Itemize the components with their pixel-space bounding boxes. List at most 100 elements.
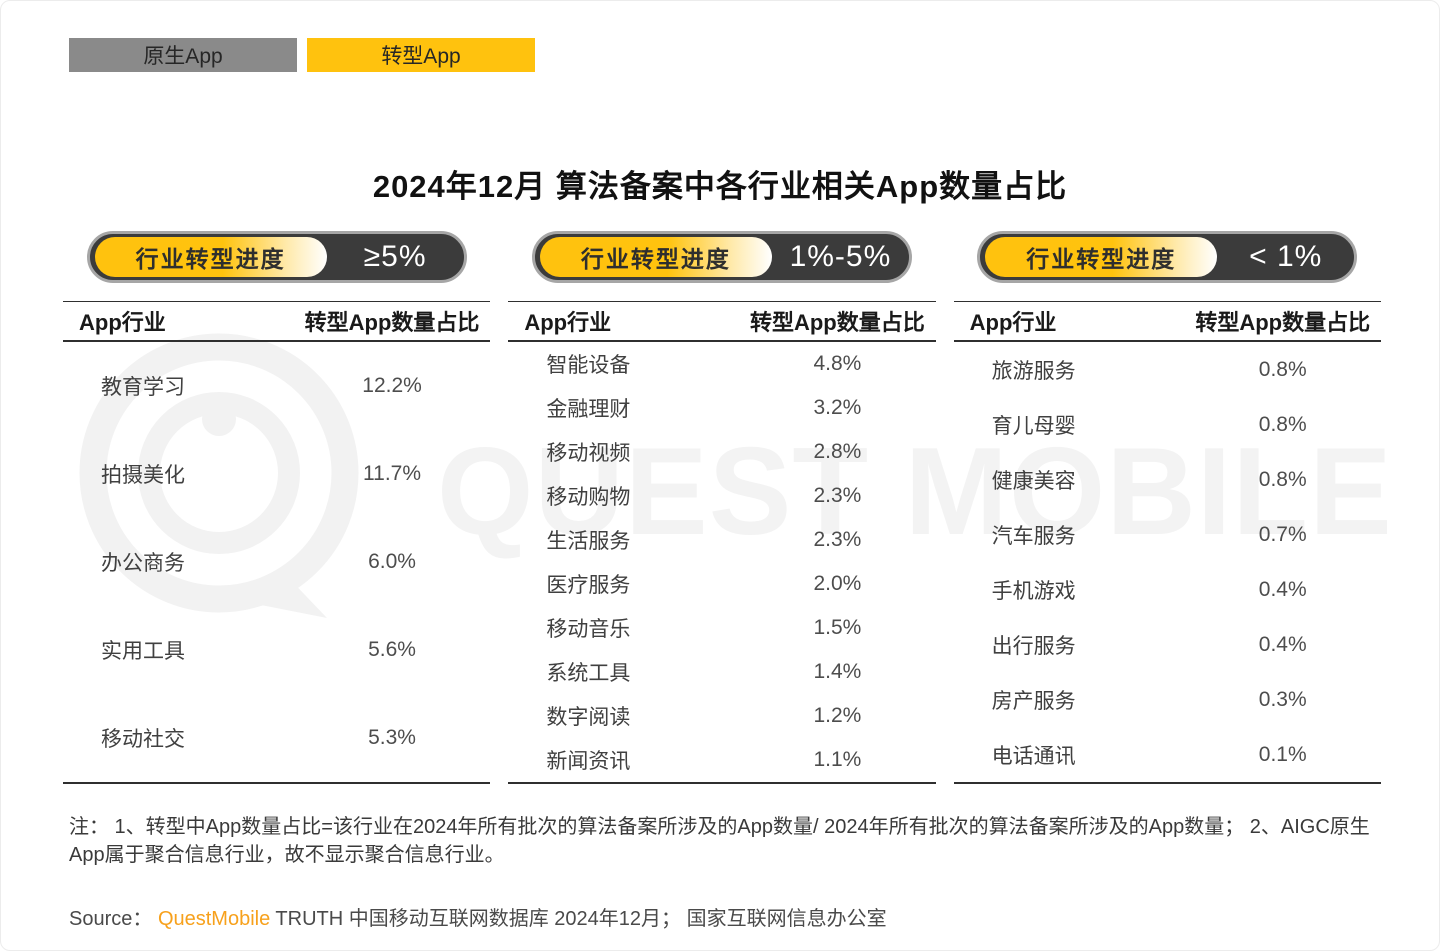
share-value: 1.2% <box>813 704 862 727</box>
share-value: 4.8% <box>813 352 862 375</box>
header-share: 转型App数量占比 <box>304 310 480 335</box>
industry-label: 生活服务 <box>546 530 631 553</box>
table-row: 医疗服务 2.0% <box>508 569 935 599</box>
share-value: 1.4% <box>813 660 862 683</box>
industry-label: 智能设备 <box>546 354 631 377</box>
column-lt-1pct: 行业转型进度 < 1% App行业 转型App数量占比 旅游服务 0.8% 育儿母婴… <box>953 231 1381 784</box>
industry-label: 移动视频 <box>546 442 631 465</box>
table-row: 办公商务 6.0% <box>63 547 490 577</box>
industry-label: 育儿母婴 <box>991 414 1076 438</box>
industry-label: 出行服务 <box>991 634 1076 658</box>
page-title: 2024年12月 算法备案中各行业相关App数量占比 <box>372 169 1068 204</box>
table-row: 智能设备 4.8% <box>508 349 935 379</box>
tab-transformed-app[interactable]: 转型App <box>307 38 535 72</box>
table-row: 房产服务 0.3% <box>954 685 1381 715</box>
table-row: 系统工具 1.4% <box>508 657 935 687</box>
table-row: 移动购物 2.3% <box>508 481 935 511</box>
table-row: 出行服务 0.4% <box>954 630 1381 660</box>
industry-label: 汽车服务 <box>991 524 1076 548</box>
share-value: 0.8% <box>1258 412 1307 436</box>
table-header: App行业 转型App数量占比 <box>508 302 936 342</box>
share-value: 0.7% <box>1258 522 1307 546</box>
share-value: 0.1% <box>1258 742 1307 766</box>
share-value: 0.8% <box>1258 467 1307 491</box>
tab-native-app-label: 原生App <box>143 45 223 68</box>
industry-label: 系统工具 <box>546 662 631 685</box>
table-header: App行业 转型App数量占比 <box>953 302 1381 342</box>
footnote: 注： 1、转型中App数量占比=该行业在2024年所有批次的算法备案所涉及的Ap… <box>69 816 1370 867</box>
pill-value: ≥5% <box>363 240 427 273</box>
table-row: 汽车服务 0.7% <box>954 520 1381 550</box>
table-row: 金融理财 3.2% <box>508 393 935 423</box>
column-gte-5pct: 行业转型进度 ≥5% App行业 转型App数量占比 教育学习 12.2% 拍摄美化… <box>63 231 491 784</box>
pill-value: < 1% <box>1249 240 1323 273</box>
table-row: 移动音乐 1.5% <box>508 613 935 643</box>
table-row: 健康美容 0.8% <box>954 465 1381 495</box>
table-row: 数字阅读 1.2% <box>508 701 935 731</box>
table-gte-5pct: App行业 转型App数量占比 教育学习 12.2% 拍摄美化 11.7% 办公商务 6.… <box>63 301 491 784</box>
industry-label: 手机游戏 <box>991 579 1076 603</box>
table-row: 拍摄美化 11.7% <box>63 459 490 489</box>
progress-pill-lt-1pct: 行业转型进度 < 1% <box>977 231 1358 283</box>
share-value: 12.2% <box>362 374 422 397</box>
share-value: 6.0% <box>368 550 416 573</box>
source-prefix: Source： <box>69 908 158 930</box>
share-value: 0.8% <box>1258 357 1307 381</box>
header-share: 转型App数量占比 <box>749 310 925 335</box>
tab-native-app[interactable]: 原生App <box>69 38 297 72</box>
industry-label: 电话通讯 <box>991 744 1076 768</box>
industry-label: 医疗服务 <box>546 574 631 597</box>
column-1-5pct: 行业转型进度 1%-5% App行业 转型App数量占比 智能设备 4.8% 金融理… <box>508 231 936 784</box>
share-value: 11.7% <box>363 462 422 485</box>
pill-label: 行业转型进度 <box>94 237 327 277</box>
table-body: 智能设备 4.8% 金融理财 3.2% 移动视频 2.8% 移动购物 2.3% 生活服务 2.3%… <box>508 342 935 782</box>
columns-container: 行业转型进度 ≥5% App行业 转型App数量占比 教育学习 12.2% 拍摄美化… <box>63 231 1381 784</box>
table-1-5pct: App行业 转型App数量占比 智能设备 4.8% 金融理财 3.2% 移动视频 2.8%… <box>508 301 936 784</box>
source-brand: QuestMobile <box>157 908 271 930</box>
table-row: 新闻资讯 1.1% <box>508 745 935 775</box>
table-row: 移动社交 5.3% <box>63 723 490 753</box>
source-rest: TRUTH 中国移动互联网数据库 2024年12月； 国家互联网信息办公室 <box>270 908 887 930</box>
table-row: 教育学习 12.2% <box>63 371 490 401</box>
share-value: 2.3% <box>813 528 862 551</box>
industry-label: 实用工具 <box>101 640 185 663</box>
share-value: 0.4% <box>1258 632 1307 656</box>
table-header: App行业 转型App数量占比 <box>63 302 491 342</box>
share-value: 2.0% <box>813 572 862 595</box>
app-type-tabs: 原生App 转型App <box>69 38 535 72</box>
table-row: 生活服务 2.3% <box>508 525 935 555</box>
industry-label: 移动购物 <box>546 486 631 509</box>
table-row: 实用工具 5.6% <box>63 635 490 665</box>
industry-label: 移动社交 <box>101 728 185 751</box>
progress-pill-1-5pct: 行业转型进度 1%-5% <box>531 231 912 283</box>
source-line: Source： QuestMobile TRUTH 中国移动互联网数据库 202… <box>69 902 887 931</box>
header-industry: App行业 <box>79 310 166 335</box>
tab-transformed-app-label: 转型App <box>381 45 461 68</box>
industry-label: 金融理财 <box>546 398 631 421</box>
table-body: 教育学习 12.2% 拍摄美化 11.7% 办公商务 6.0% 实用工具 5.6% 移动社交 5.… <box>63 342 490 782</box>
industry-label: 旅游服务 <box>991 359 1076 383</box>
table-row: 手机游戏 0.4% <box>954 575 1381 605</box>
share-value: 2.8% <box>813 440 862 463</box>
share-value: 2.3% <box>813 484 862 507</box>
pill-label: 行业转型进度 <box>539 237 772 277</box>
share-value: 1.5% <box>813 616 862 639</box>
share-value: 5.3% <box>368 726 416 749</box>
industry-label: 新闻资讯 <box>546 750 631 773</box>
share-value: 5.6% <box>368 638 416 661</box>
table-row: 育儿母婴 0.8% <box>954 410 1381 440</box>
industry-label: 拍摄美化 <box>101 464 185 487</box>
pill-label: 行业转型进度 <box>985 237 1218 277</box>
share-value: 0.4% <box>1258 577 1307 601</box>
industry-label: 办公商务 <box>101 552 185 575</box>
header-industry: App行业 <box>524 310 612 335</box>
table-row: 移动视频 2.8% <box>508 437 935 467</box>
industry-label: 数字阅读 <box>546 706 631 729</box>
table-row: 旅游服务 0.8% <box>954 355 1381 385</box>
share-value: 1.1% <box>813 748 862 771</box>
table-row: 电话通讯 0.1% <box>954 740 1381 770</box>
pill-value: 1%-5% <box>789 240 892 273</box>
industry-label: 房产服务 <box>991 689 1076 713</box>
table-body: 旅游服务 0.8% 育儿母婴 0.8% 健康美容 0.8% 汽车服务 0.7% 手机游戏 0.4%… <box>954 342 1381 782</box>
